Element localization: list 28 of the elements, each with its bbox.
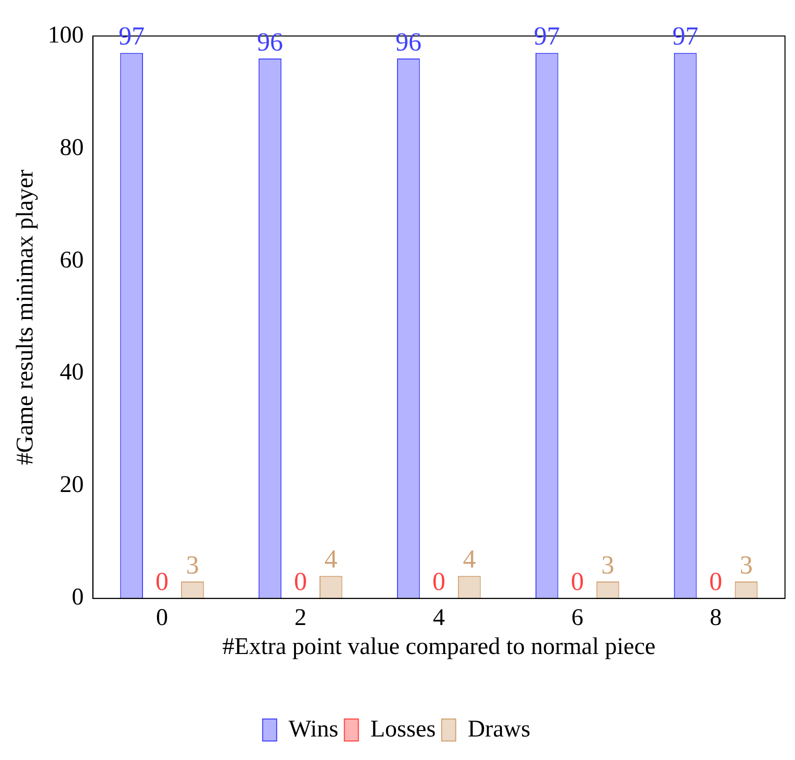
y-tick-label: 0 <box>72 584 84 611</box>
data-label: 0 <box>709 567 722 596</box>
data-label: 3 <box>601 550 614 580</box>
legend-label: Draws <box>468 716 530 742</box>
y-tick-label: 80 <box>60 134 84 161</box>
data-label: 0 <box>432 567 446 596</box>
x-tick-label: 2 <box>294 605 306 632</box>
data-label: 4 <box>462 544 476 574</box>
x-axis-title: #Extra point value compared to normal piece <box>222 634 656 660</box>
y-tick-label: 60 <box>60 247 84 274</box>
data-label: 4 <box>324 544 338 574</box>
legend-label: Losses <box>370 716 436 742</box>
y-axis-title: #Game results minimax player <box>12 170 39 465</box>
data-label: 3 <box>186 550 199 580</box>
y-tick-label: 100 <box>48 22 84 48</box>
y-tick-label: 20 <box>60 472 84 498</box>
legend-label: Wins <box>288 716 338 742</box>
data-label: 0 <box>570 567 584 596</box>
x-tick-label: 0 <box>156 605 168 632</box>
data-label: 0 <box>294 567 307 596</box>
x-tick-label: 4 <box>432 605 445 632</box>
data-label: 3 <box>740 550 753 580</box>
data-label: 96 <box>395 27 422 56</box>
x-tick-label: 8 <box>710 605 722 632</box>
x-tick-label: 6 <box>571 605 584 632</box>
y-tick-label: 40 <box>60 360 84 386</box>
data-label: 0 <box>156 567 169 596</box>
data-label: 96 <box>257 27 284 56</box>
